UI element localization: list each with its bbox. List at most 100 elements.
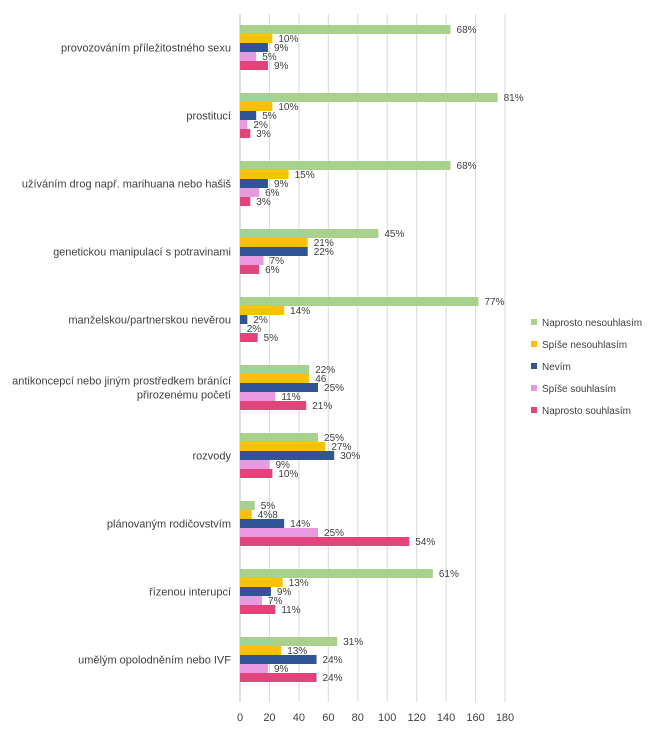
- data-label: 6%: [265, 265, 280, 276]
- x-tick-label: 140: [437, 712, 455, 724]
- data-label: 9%: [274, 43, 289, 54]
- bar: [240, 596, 263, 605]
- data-label: 9%: [274, 61, 289, 72]
- bar: [240, 197, 251, 206]
- x-tick-label: 180: [496, 712, 514, 724]
- category-label: manželskou/partnerskou nevěrou: [68, 315, 231, 327]
- bar: [240, 93, 498, 102]
- bar: [240, 442, 326, 451]
- data-label: 27%: [331, 442, 351, 453]
- bar: [240, 510, 252, 519]
- category-label: plánovaným rodičovstvím: [107, 519, 231, 531]
- bar: [240, 433, 319, 442]
- bar: [240, 365, 310, 374]
- data-label: 7%: [270, 256, 285, 267]
- x-tick-label: 100: [378, 712, 396, 724]
- bar: [240, 501, 255, 510]
- bar: [240, 265, 260, 274]
- data-label: 5%: [262, 111, 277, 122]
- x-tick-label: 160: [466, 712, 484, 724]
- bar: [240, 297, 479, 306]
- data-label: 25%: [324, 433, 344, 444]
- data-label: 22%: [315, 365, 335, 376]
- bar: [240, 383, 319, 392]
- data-label: 3%: [256, 129, 271, 140]
- data-label: 24%: [323, 673, 343, 684]
- legend-entry: Spíše souhlasím: [542, 384, 616, 395]
- bars: [240, 25, 498, 682]
- bar: [240, 179, 268, 188]
- data-label: 68%: [457, 25, 477, 36]
- bar: [240, 333, 258, 342]
- category-label: přirozenému početí: [137, 390, 231, 402]
- bar: [240, 673, 317, 682]
- bar: [240, 537, 410, 546]
- bar: [240, 120, 248, 129]
- bar: [240, 61, 268, 70]
- data-label: 68%: [457, 161, 477, 172]
- bar: [240, 188, 260, 197]
- data-label: 22%: [314, 247, 334, 258]
- bar: [240, 637, 338, 646]
- data-label: 14%: [290, 306, 310, 317]
- data-label: 5%: [262, 52, 277, 63]
- legend-swatch: [531, 385, 537, 391]
- data-label: 4%8: [258, 510, 278, 521]
- data-label: 14%: [290, 519, 310, 530]
- data-label: 9%: [274, 179, 289, 190]
- data-label: 5%: [261, 501, 276, 512]
- bar: [240, 25, 451, 34]
- bar: [240, 469, 273, 478]
- data-label: 10%: [278, 102, 298, 113]
- data-label: 11%: [281, 392, 300, 403]
- bar: [240, 460, 270, 469]
- data-label: 6%: [265, 188, 280, 199]
- bar: [240, 111, 257, 120]
- bar: [240, 569, 433, 578]
- data-label: 77%: [485, 297, 505, 308]
- data-label: 25%: [324, 383, 344, 394]
- data-label: 31%: [343, 637, 363, 648]
- bar: [240, 129, 251, 138]
- bar: [240, 161, 451, 170]
- bar: [240, 170, 289, 179]
- bar: [240, 587, 271, 596]
- data-label: 21%: [314, 238, 334, 249]
- bar: [240, 43, 268, 52]
- data-label: 45%: [384, 229, 404, 240]
- category-label: prostitucí: [186, 111, 231, 123]
- data-label: 9%: [274, 664, 289, 675]
- bar: [240, 229, 379, 238]
- data-label: 5%: [264, 333, 279, 344]
- category-label: antikoncepcí nebo jiným prostředkem brán…: [12, 376, 231, 388]
- data-label: 46: [315, 374, 327, 385]
- bar: [240, 664, 268, 673]
- data-label: 11%: [281, 605, 300, 616]
- data-label: 2%: [253, 315, 268, 326]
- legend-entry: Spíše nesouhlasím: [542, 340, 627, 351]
- bar: [240, 578, 283, 587]
- bar: [240, 392, 276, 401]
- bar: [240, 401, 307, 410]
- bar: [240, 519, 285, 528]
- data-label: 21%: [312, 401, 332, 412]
- data-labels: 68%10%9%5%9%81%10%5%2%3%68%15%9%6%3%45%2…: [247, 25, 524, 684]
- data-label: 61%: [439, 569, 459, 580]
- bar: [240, 102, 273, 111]
- bar: [240, 34, 273, 43]
- x-tick-label: 40: [293, 712, 305, 724]
- bar: [240, 238, 308, 247]
- data-label: 15%: [295, 170, 315, 181]
- bar: [240, 528, 319, 537]
- data-label: 25%: [324, 528, 344, 539]
- legend-entry: Naprosto nesouhlasím: [542, 318, 642, 329]
- data-label: 9%: [277, 587, 292, 598]
- data-label: 7%: [268, 596, 283, 607]
- data-label: 10%: [278, 34, 298, 45]
- data-label: 3%: [256, 197, 271, 208]
- x-tick-label: 60: [322, 712, 334, 724]
- gridlines: [239, 14, 506, 702]
- category-label: umělým opolodněním nebo IVF: [78, 655, 231, 667]
- legend-entry: Naprosto souhlasím: [542, 406, 631, 417]
